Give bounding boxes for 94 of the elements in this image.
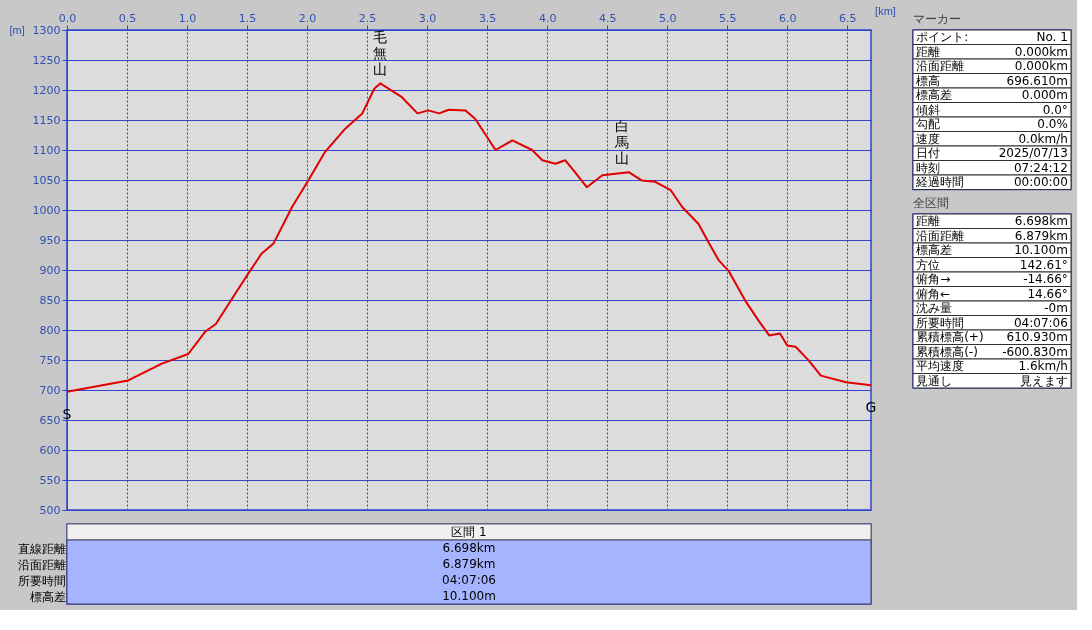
text: 方位 <box>916 257 941 272</box>
text: -600.830m <box>1002 344 1068 359</box>
y-tick-label: 1150 <box>32 113 61 127</box>
x-tick-label: 0.5 <box>118 11 137 25</box>
y-tick-label: 1300 <box>32 23 61 37</box>
x-tick-label: 4.0 <box>538 11 557 25</box>
text: 時刻 <box>916 160 941 175</box>
text: 標高差 <box>916 243 953 258</box>
text: 所要時間 <box>17 573 66 588</box>
y-tick-label: 950 <box>39 233 61 247</box>
text: 142.61° <box>1019 257 1068 272</box>
text: 経過時間 <box>915 175 965 190</box>
text: 沿面距離 <box>916 228 965 243</box>
text: 沈み量 <box>916 301 953 316</box>
text: 6.879km <box>1014 228 1068 243</box>
text: 日付 <box>916 146 941 161</box>
x-tick-label: 5.0 <box>658 11 677 25</box>
text: 6.698km <box>1014 214 1068 229</box>
text: 累積標高(-) <box>916 344 978 359</box>
text: 0.000m <box>1021 88 1068 103</box>
x-tick-label: 0.0 <box>58 11 77 25</box>
x-tick-label: 6.0 <box>778 11 797 25</box>
y-tick-label: 900 <box>39 263 61 277</box>
text: 0.0° <box>1042 102 1068 117</box>
annotation: 毛無山 <box>373 29 388 78</box>
x-tick-label: 2.5 <box>358 11 377 25</box>
text: 見通し <box>916 373 953 388</box>
x-tick-label: 1.0 <box>178 11 197 25</box>
x-tick-label: 4.5 <box>598 11 617 25</box>
text: 全区間 <box>912 195 949 210</box>
text: 沿面距離 <box>17 557 66 572</box>
text: 14.66° <box>1027 286 1068 301</box>
text: 距離 <box>916 214 941 229</box>
y-tick-label: 500 <box>39 503 61 517</box>
text: 標高 <box>916 73 941 88</box>
x-tick-label: 6.5 <box>838 11 857 25</box>
text: 2025/07/13 <box>998 146 1068 161</box>
text: 00:00:00 <box>1013 175 1068 190</box>
y-tick-label: 850 <box>39 293 61 307</box>
x-tick-label: 2.0 <box>298 11 317 25</box>
y-axis-title: [m] <box>9 23 25 36</box>
y-tick-label: 600 <box>39 443 61 457</box>
text: 0.000km <box>1014 59 1068 74</box>
x-tick-label: 3.0 <box>418 11 437 25</box>
text: 累積標高(+) <box>916 330 984 345</box>
text: 沿面距離 <box>916 59 965 74</box>
text: 04:07:06 <box>442 573 496 587</box>
text: 傾斜 <box>916 102 941 117</box>
text: 距離 <box>916 44 941 59</box>
y-tick-label: 550 <box>39 473 61 487</box>
y-tick-label: 750 <box>39 353 61 367</box>
text: 04:07:06 <box>1013 315 1068 330</box>
text: 0.0% <box>1037 117 1068 132</box>
text: 勾配 <box>916 117 941 132</box>
text: 見えます <box>1019 373 1068 388</box>
y-tick-label: 800 <box>39 323 61 337</box>
text: 所要時間 <box>916 315 965 330</box>
y-tick-label: 650 <box>39 413 61 427</box>
line-series <box>66 82 872 393</box>
text: ポイント: <box>916 30 969 45</box>
text: 6.698km <box>442 541 496 555</box>
text: -14.66° <box>1023 272 1068 287</box>
text: 平均速度 <box>916 359 965 374</box>
y-tick-label: 1250 <box>32 53 61 67</box>
text: 0.000km <box>1014 44 1068 59</box>
text: No. 1 <box>1036 30 1068 45</box>
text: 1.6km/h <box>1018 359 1068 374</box>
text: 標高差 <box>916 88 953 103</box>
text: 0.0km/h <box>1018 131 1068 146</box>
text: 696.610m <box>1006 73 1068 88</box>
text: 標高差 <box>29 589 66 604</box>
x-axis-title: [km] <box>875 4 896 17</box>
text: -0m <box>1044 301 1068 316</box>
text: 速度 <box>916 131 941 146</box>
y-tick-label: 1200 <box>32 83 61 97</box>
text: 俯角→ <box>916 272 951 287</box>
text: 区間 1 <box>451 525 487 539</box>
text: 10.100m <box>442 589 496 603</box>
y-tick-label: 1050 <box>32 173 61 187</box>
text: 俯角← <box>916 286 951 301</box>
x-tick-label: 5.5 <box>718 11 737 25</box>
text: 10.100m <box>1014 243 1068 258</box>
x-tick-label: 3.5 <box>478 11 497 25</box>
y-tick-label: 1000 <box>32 203 61 217</box>
y-tick-label: 700 <box>39 383 61 397</box>
text: 07:24:12 <box>1013 160 1068 175</box>
annotation: 白馬山 <box>613 118 629 167</box>
text: 610.930m <box>1006 330 1068 345</box>
text: マーカー <box>912 11 961 26</box>
text: 直線距離 <box>17 541 66 556</box>
text: 6.879km <box>442 557 496 571</box>
y-tick-label: 1100 <box>32 143 61 157</box>
x-tick-label: 1.5 <box>238 11 257 25</box>
annotation: G <box>865 399 877 416</box>
